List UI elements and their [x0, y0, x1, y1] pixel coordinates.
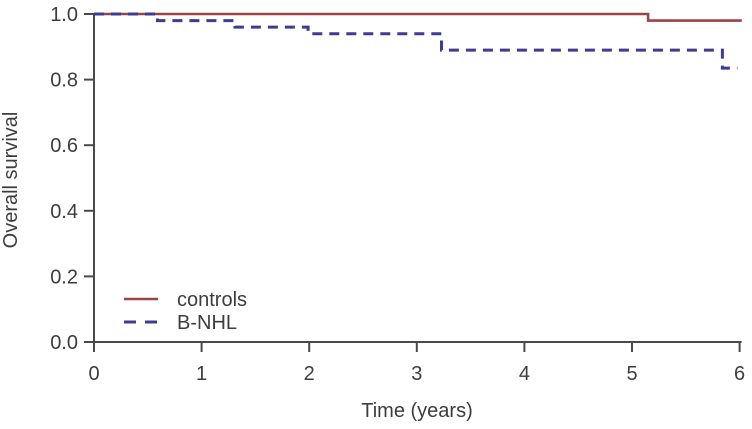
x-tick-label: 1 [196, 363, 207, 385]
legend: controls B-NHL [124, 289, 247, 334]
y-tick-label: 0.8 [50, 70, 78, 92]
series-curve-controls [94, 12, 742, 22]
x-tick-label: 6 [734, 363, 745, 385]
x-tick-label: 4 [519, 363, 530, 385]
x-tick-label: 5 [626, 363, 637, 385]
y-tick-label: 0.2 [50, 266, 78, 288]
y-tick-label: 0.6 [50, 135, 78, 157]
series-curve-b-nhl [94, 12, 738, 70]
x-axis-title: Time (years) [361, 400, 472, 422]
x-tick-label: 0 [88, 363, 99, 385]
y-tick-label: 1.0 [50, 4, 78, 26]
y-tick-label: 0.0 [50, 332, 78, 354]
legend-label-controls: controls [177, 289, 247, 311]
plot-area: 0 1 2 3 4 5 6 0.0 0.2 0.4 0.6 0.8 1.0 [50, 4, 745, 385]
y-tick-label: 0.4 [50, 201, 78, 223]
x-tick-label: 2 [304, 363, 315, 385]
x-tick-label: 3 [411, 363, 422, 385]
legend-label-bnhl: B-NHL [177, 312, 237, 334]
y-axis-title: Overall survival [0, 112, 22, 249]
